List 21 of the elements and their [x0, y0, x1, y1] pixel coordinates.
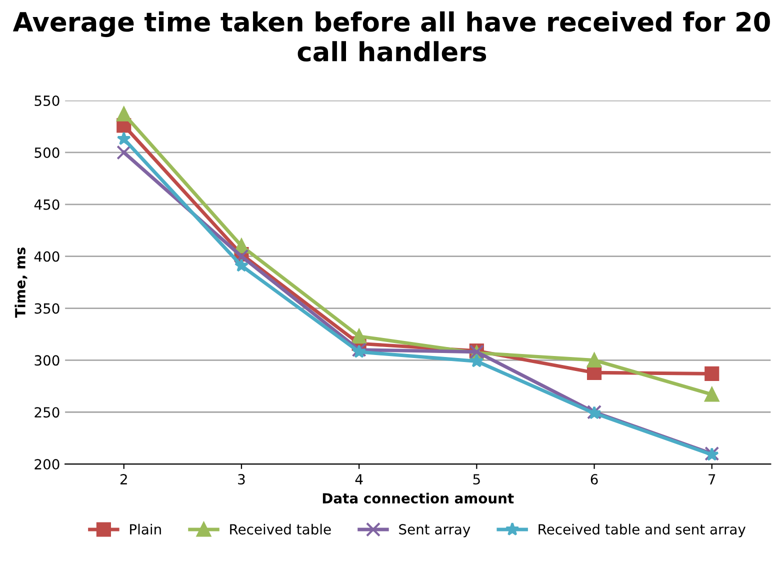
y-tick-label: 350 [34, 303, 60, 314]
legend-label: Received table [230, 524, 331, 535]
chart-title: Average time taken before all have received for 20 call handlers [12, 11, 770, 62]
y-axis-title: Time, ms [14, 247, 28, 318]
legend-label: Plain [130, 524, 161, 535]
y-tick-label: 500 [34, 147, 60, 158]
x-tick-label: 4 [355, 474, 363, 484]
x-tick-label: 5 [473, 474, 480, 485]
x-tick-label: 2 [120, 474, 127, 484]
x-tick-label: 6 [590, 474, 598, 485]
legend-label: Received table and sent array [538, 524, 746, 538]
y-tick-label: 300 [34, 355, 60, 366]
x-tick-label: 7 [708, 474, 716, 484]
legend-label: Sent array [399, 524, 470, 538]
x-tick-label: 3 [238, 474, 245, 485]
y-tick-label: 400 [34, 251, 60, 262]
y-tick-label: 450 [34, 199, 60, 210]
y-tick-label: 200 [34, 459, 60, 470]
y-tick-label: 550 [34, 96, 60, 106]
x-axis-title: Data connection amount [322, 492, 514, 504]
y-tick-label: 250 [34, 407, 60, 418]
